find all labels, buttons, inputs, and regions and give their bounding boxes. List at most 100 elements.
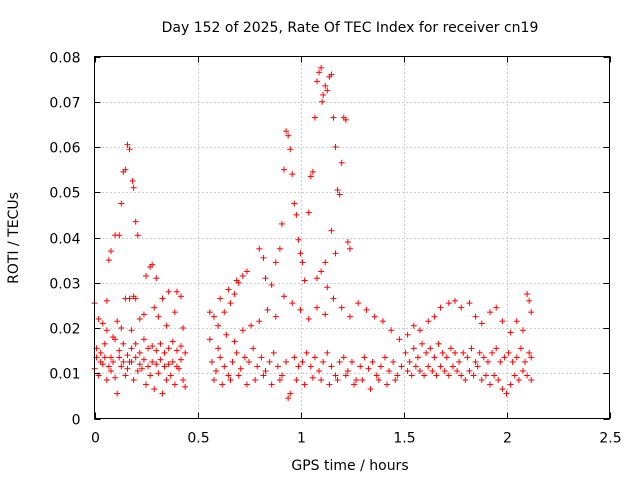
data-point [375, 377, 382, 384]
data-point [118, 325, 125, 331]
data-point [511, 372, 518, 379]
data-point [379, 318, 386, 325]
data-point [320, 358, 327, 365]
data-point [134, 367, 141, 374]
data-point [316, 367, 323, 374]
data-point [122, 372, 129, 379]
data-point [151, 386, 158, 393]
data-point [229, 358, 236, 365]
data-point [268, 282, 275, 289]
data-point [429, 367, 436, 374]
data-point [478, 377, 485, 384]
data-point [163, 377, 170, 384]
data-point [256, 245, 263, 252]
chart-title: Day 152 of 2025, Rate Of TEC Index for r… [162, 20, 539, 36]
data-point [309, 168, 316, 175]
data-point [118, 200, 125, 207]
x-tick-label: 2 [503, 431, 512, 447]
data-point [171, 381, 178, 388]
data-point [114, 318, 121, 325]
data-point [210, 313, 217, 320]
data-point [425, 363, 432, 370]
data-point [421, 372, 428, 379]
data-point [472, 313, 479, 320]
data-point [342, 372, 349, 379]
data-point [402, 349, 409, 356]
data-point [128, 345, 135, 352]
data-point [464, 354, 471, 361]
data-point [423, 349, 430, 356]
data-point [169, 358, 176, 365]
data-point [431, 313, 438, 320]
data-point [447, 345, 454, 352]
data-point [344, 367, 351, 374]
data-point [130, 184, 137, 191]
data-point [287, 146, 294, 153]
data-point [365, 365, 372, 372]
data-point [276, 377, 283, 384]
data-point [239, 327, 246, 334]
data-point [219, 381, 226, 388]
data-point [97, 349, 104, 356]
data-point [112, 336, 119, 343]
data-point [130, 377, 137, 384]
data-point [159, 295, 166, 302]
data-point [416, 327, 423, 334]
data-point [458, 304, 465, 311]
data-point [143, 272, 149, 279]
y-tick-label: 0.04 [49, 232, 80, 248]
data-point [182, 383, 189, 390]
data-point [522, 358, 529, 365]
data-point [291, 200, 298, 207]
data-point [390, 358, 397, 365]
data-point [394, 372, 401, 379]
data-point [138, 365, 145, 372]
data-point [128, 327, 135, 334]
data-point [445, 300, 452, 307]
data-point [153, 347, 160, 354]
data-point [103, 297, 110, 304]
data-point [217, 354, 224, 361]
data-point [519, 367, 526, 374]
data-point [95, 315, 102, 322]
data-point [250, 345, 257, 352]
data-point [493, 304, 500, 311]
data-point [161, 363, 168, 370]
data-point [414, 354, 421, 361]
data-point [526, 349, 533, 356]
data-point [116, 347, 123, 354]
data-point [351, 381, 358, 388]
data-point [313, 304, 320, 311]
data-point [101, 354, 108, 361]
data-point [233, 277, 240, 284]
data-point [227, 300, 234, 307]
data-point [412, 363, 419, 370]
data-point [281, 166, 288, 173]
data-point [381, 354, 388, 361]
data-point [180, 325, 187, 331]
data-point [318, 377, 325, 384]
data-point [445, 372, 452, 379]
data-point [243, 381, 250, 388]
data-point [239, 272, 246, 279]
data-point [285, 132, 292, 139]
data-point [182, 349, 189, 356]
data-point [324, 87, 331, 94]
data-point [171, 309, 178, 316]
data-point [328, 71, 335, 78]
data-point [497, 358, 504, 365]
data-point [151, 304, 158, 311]
data-point [524, 291, 531, 298]
data-point [136, 349, 143, 356]
data-point [491, 372, 498, 379]
data-point [495, 377, 502, 384]
data-point [237, 365, 244, 372]
data-point [509, 358, 516, 365]
data-point [373, 372, 380, 379]
data-point [149, 261, 156, 268]
data-point [272, 313, 279, 320]
data-point [371, 313, 378, 320]
data-point [285, 395, 292, 402]
data-point [122, 166, 129, 173]
data-point [299, 358, 306, 365]
